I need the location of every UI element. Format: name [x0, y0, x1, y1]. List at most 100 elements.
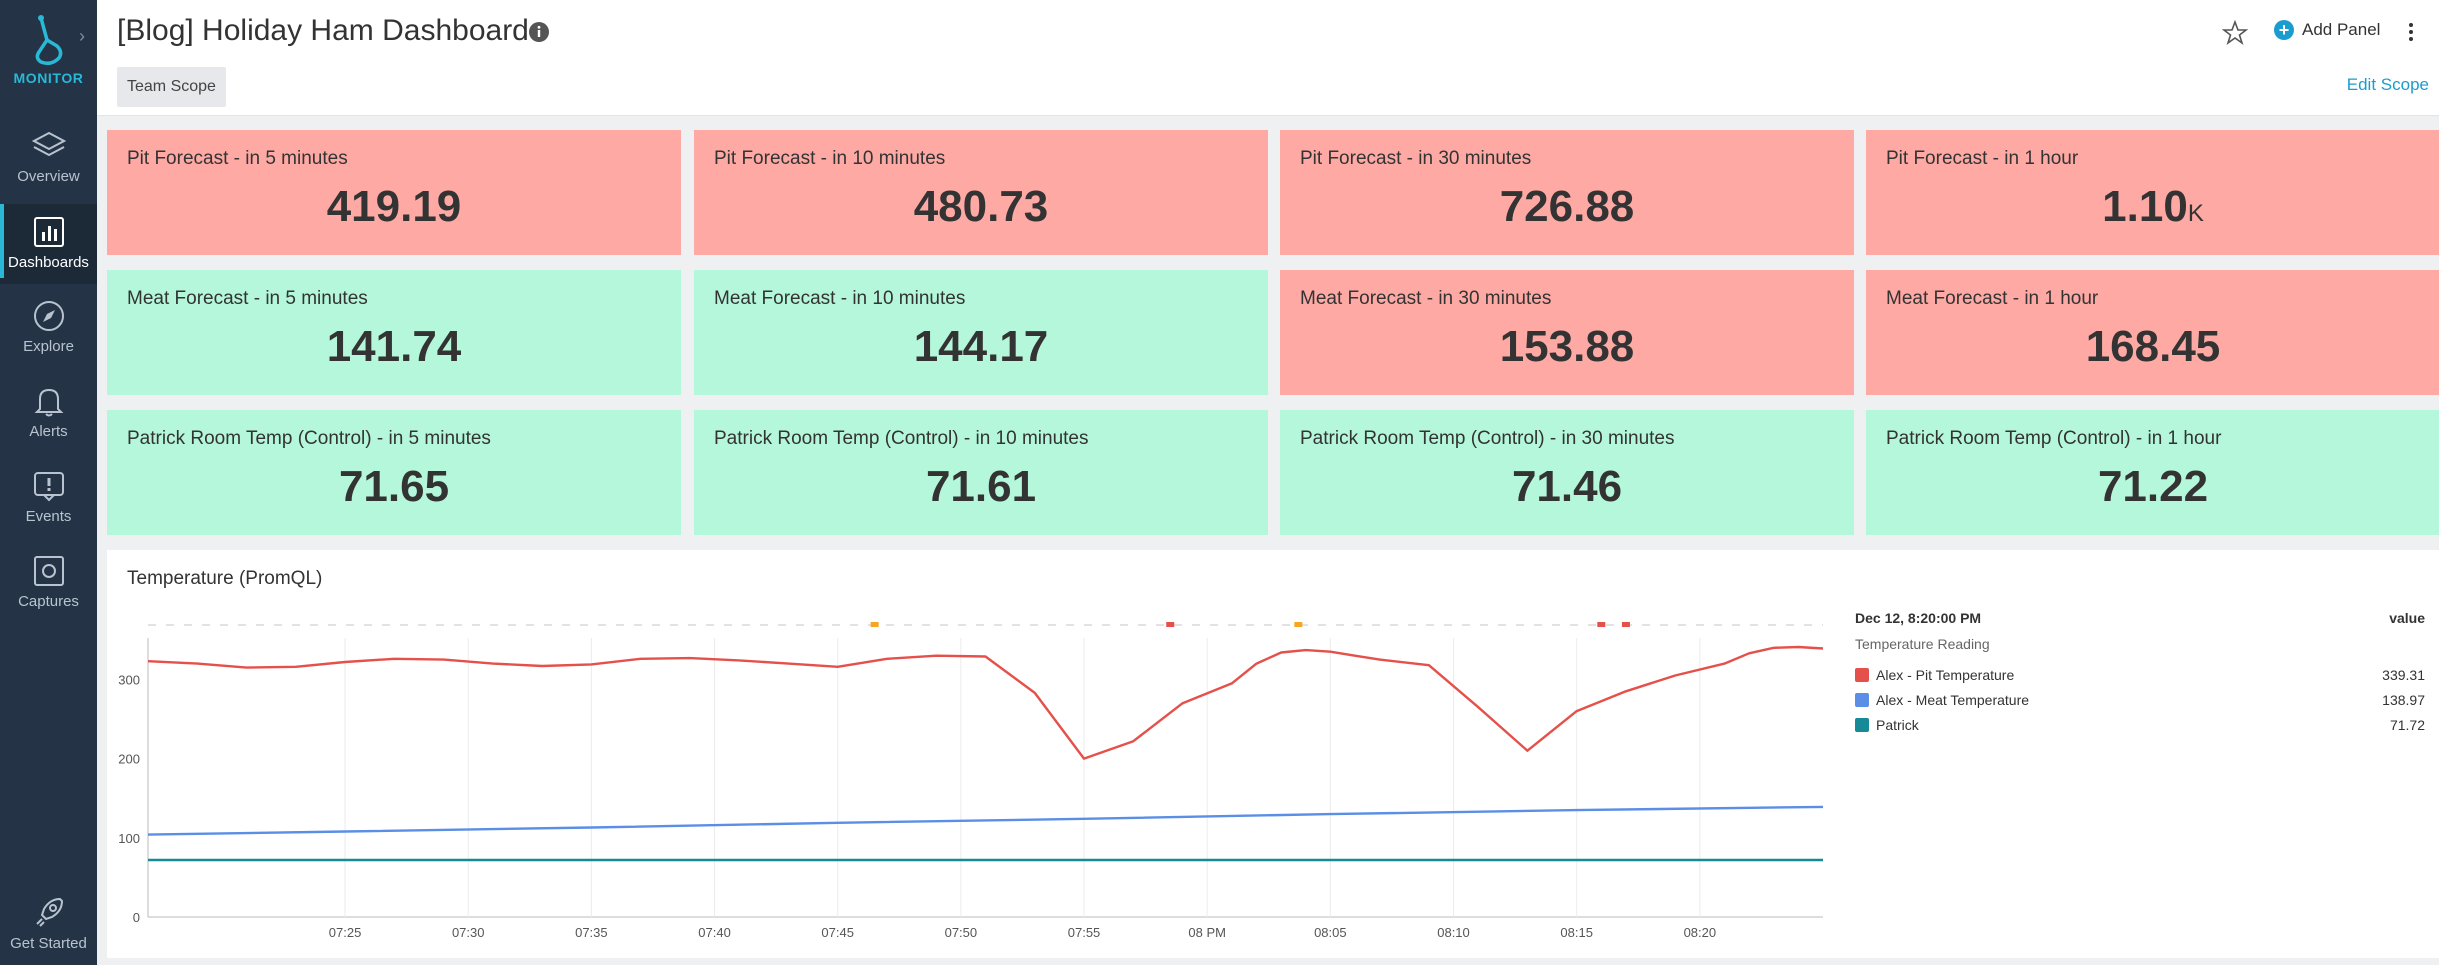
tile-label: Meat Forecast - in 30 minutes [1300, 288, 1552, 309]
tile-value-number: 1.10 [2102, 182, 2188, 231]
sidebar-item-label: Events [25, 508, 72, 525]
sidebar-item-label: Overview [17, 168, 80, 185]
legend-entry[interactable]: Alex - Meat Temperature 138.97 [1855, 687, 2425, 712]
temperature-line-chart[interactable]: 07:25 07:30 07:35 07:40 07:45 07:50 07:55 08 PM… [107, 550, 1847, 958]
legend-entry-name: Patrick [1876, 716, 1919, 733]
legend-entry-value: 138.97 [2382, 691, 2425, 708]
legend-entry-name: Alex - Meat Temperature [1876, 691, 2030, 708]
number-tile[interactable]: Pit Forecast - in 5 minutes 419.19 [107, 130, 681, 255]
legend-value-header: value [2389, 610, 2425, 626]
x-tick-label: 07:35 [575, 925, 608, 940]
plus-circle-icon: + [2274, 20, 2294, 40]
number-tile[interactable]: Patrick Room Temp (Control) - in 30 minu… [1280, 410, 1854, 535]
logo-icon [35, 15, 62, 66]
number-tile[interactable]: Pit Forecast - in 1 hour 1.10K [1866, 130, 2439, 255]
compass-icon [33, 301, 64, 331]
x-tick-label: 08 PM [1188, 925, 1226, 940]
x-tick-label: 08:20 [1684, 925, 1717, 940]
series-line [147, 645, 1824, 760]
tile-unit: K [2187, 200, 2204, 227]
number-tile[interactable]: Pit Forecast - in 30 minutes 726.88 [1280, 130, 1854, 255]
more-vertical-icon[interactable] [2405, 20, 2417, 44]
tile-value-number: 419.19 [326, 182, 462, 231]
legend-entry-name: Alex - Pit Temperature [1876, 666, 2015, 683]
tile-label: Pit Forecast - in 10 minutes [714, 148, 946, 169]
y-tick-label: 100 [118, 831, 140, 846]
chevron-right-icon[interactable]: › [79, 26, 85, 46]
tile-value: 144.17 [694, 322, 1268, 372]
sidebar-item-explore[interactable]: Explore [0, 300, 97, 355]
tile-value: 71.46 [1280, 462, 1854, 512]
tile-label: Meat Forecast - in 1 hour [1886, 288, 2099, 309]
number-tile[interactable]: Meat Forecast - in 1 hour 168.45 [1866, 270, 2439, 395]
event-marker [1294, 622, 1303, 627]
tile-value: 419.19 [107, 182, 681, 232]
tile-value: 71.61 [694, 462, 1268, 512]
sidebar-item-captures[interactable]: Captures [0, 555, 97, 610]
number-tile[interactable]: Patrick Room Temp (Control) - in 10 minu… [694, 410, 1268, 535]
sidebar: MONITOR › Overview Dashboards Explore Al [0, 0, 97, 965]
add-panel-button[interactable]: + Add Panel [2274, 20, 2380, 40]
tile-value: 480.73 [694, 182, 1268, 232]
sidebar-item-label: Dashboards [8, 254, 89, 271]
tile-value: 153.88 [1280, 322, 1854, 372]
tile-value-number: 71.61 [925, 462, 1037, 511]
tile-value-number: 726.88 [1499, 182, 1635, 231]
tile-label: Patrick Room Temp (Control) - in 10 minu… [714, 428, 1089, 449]
bar-chart-icon [33, 217, 64, 247]
tile-value: 726.88 [1280, 182, 1854, 232]
tile-label: Meat Forecast - in 10 minutes [714, 288, 966, 309]
legend-entry-value: 71.72 [2389, 716, 2425, 733]
sidebar-item-alerts[interactable]: Alerts [0, 385, 97, 440]
app-logo[interactable]: MONITOR [0, 14, 97, 86]
number-tile[interactable]: Pit Forecast - in 10 minutes 480.73 [694, 130, 1268, 255]
number-tile[interactable]: Patrick Room Temp (Control) - in 1 hour 7… [1866, 410, 2439, 535]
number-tile[interactable]: Meat Forecast - in 30 minutes 153.88 [1280, 270, 1854, 395]
temperature-chart-panel[interactable]: Temperature (PromQL) 07:25 07:30 07:35 07:4… [107, 550, 2439, 958]
star-icon[interactable] [2222, 20, 2248, 46]
sidebar-item-label: Get Started [10, 935, 87, 952]
x-tick-label: 07:25 [329, 925, 362, 940]
y-tick-label: 0 [133, 910, 140, 925]
x-tick-label: 08:10 [1437, 925, 1470, 940]
sidebar-item-overview[interactable]: Overview [0, 130, 97, 185]
tile-value: 141.74 [107, 322, 681, 372]
tile-value-number: 141.74 [326, 322, 462, 371]
x-tick-label: 07:55 [1068, 925, 1101, 940]
legend-header: Dec 12, 8:20:00 PM value [1855, 610, 2425, 626]
legend-group-label: Temperature Reading [1855, 636, 1990, 652]
page-title: [Blog] Holiday Ham Dashboard [117, 14, 529, 47]
series-line [147, 805, 1824, 836]
tile-value: 71.22 [1866, 462, 2439, 512]
sidebar-item-get-started[interactable]: Get Started [0, 895, 97, 952]
number-tile[interactable]: Patrick Room Temp (Control) - in 5 minut… [107, 410, 681, 535]
sidebar-item-label: Explore [23, 338, 74, 355]
tile-label: Patrick Room Temp (Control) - in 1 hour [1886, 428, 2222, 449]
legend-swatch [1855, 667, 1869, 682]
team-scope-chip[interactable]: Team Scope [117, 67, 226, 107]
logo-text: MONITOR [13, 70, 84, 86]
tile-value: 71.65 [107, 462, 681, 512]
tile-label: Pit Forecast - in 1 hour [1886, 148, 2079, 169]
info-icon[interactable] [528, 21, 550, 43]
tile-label: Pit Forecast - in 30 minutes [1300, 148, 1532, 169]
legend-swatch [1855, 692, 1869, 707]
number-tile[interactable]: Meat Forecast - in 5 minutes 141.74 [107, 270, 681, 395]
y-tick-label: 300 [118, 672, 140, 687]
y-tick-label: 200 [118, 752, 140, 767]
legend-entry[interactable]: Alex - Pit Temperature 339.31 [1855, 662, 2425, 687]
number-tile[interactable]: Meat Forecast - in 10 minutes 144.17 [694, 270, 1268, 395]
sidebar-item-dashboards[interactable]: Dashboards [0, 204, 97, 278]
chart-legend: Dec 12, 8:20:00 PM value Temperature Rea… [1855, 610, 2425, 737]
tile-value-number: 480.73 [913, 182, 1049, 231]
tile-label: Patrick Room Temp (Control) - in 30 minu… [1300, 428, 1675, 449]
sidebar-item-label: Captures [18, 593, 79, 610]
x-tick-label: 07:45 [821, 925, 854, 940]
legend-entry-value: 339.31 [2382, 666, 2425, 683]
sidebar-item-events[interactable]: Events [0, 470, 97, 525]
tile-value-number: 144.17 [913, 322, 1049, 371]
edit-scope-link[interactable]: Edit Scope [2346, 75, 2429, 94]
rocket-icon [35, 897, 63, 927]
tile-label: Meat Forecast - in 5 minutes [127, 288, 368, 309]
legend-entry[interactable]: Patrick 71.72 [1855, 712, 2425, 737]
